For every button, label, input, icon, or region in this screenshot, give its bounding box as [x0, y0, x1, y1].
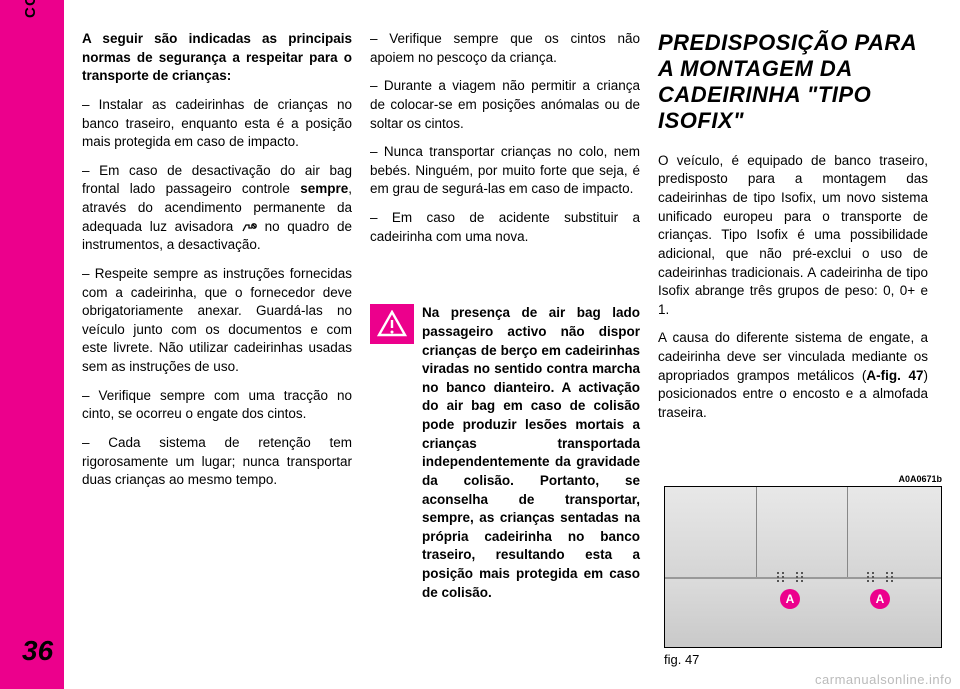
figure-code: A0A0671b: [664, 474, 942, 484]
warning-triangle-icon: [370, 304, 414, 344]
page-number: 36: [22, 635, 53, 667]
sidebar-bar: [0, 0, 64, 689]
warning-text: Na presença de air bag lado passageiro a…: [422, 304, 640, 602]
col1-intro: A seguir são indicadas as principais nor…: [82, 30, 352, 86]
seat-cushion: [665, 577, 941, 647]
seat-backrest: [665, 487, 941, 577]
col3-p2: A causa do diferente sistema de engate, …: [658, 329, 928, 422]
sidebar-label: CONHECIMENTO DO VEÍCULO: [22, 0, 39, 18]
isofix-clip-icon: [775, 570, 805, 584]
col1-p1: – Instalar as cadeirinhas de crianças no…: [82, 96, 352, 152]
col2-p2: – Durante a viagem não permitir a crianç…: [370, 77, 640, 133]
col1-p3: – Respeite sempre as instruções fornecid…: [82, 265, 352, 377]
column-2: – Verifique sempre que os cintos não apo…: [370, 30, 640, 602]
col1-p4: – Verifique sempre com uma tracção no ci…: [82, 387, 352, 424]
seat-seam: [847, 487, 848, 577]
seat-seam: [756, 487, 757, 577]
col3-heading: PREDISPOSIÇÃO PARA A MONTAGEM DA CADEIRI…: [658, 30, 928, 134]
figure-47: A0A0671b A A fig. 47: [664, 474, 942, 667]
col2-p1: – Verifique sempre que os cintos não apo…: [370, 30, 640, 67]
column-1: A seguir são indicadas as principais nor…: [82, 30, 352, 602]
col3-p2-bold: A-fig. 47: [866, 368, 923, 383]
warning-box: Na presença de air bag lado passageiro a…: [370, 304, 640, 602]
col2-p3: – Nunca transportar crianças no colo, ne…: [370, 143, 640, 199]
col1-p5: – Cada sistema de retenção tem rigorosam…: [82, 434, 352, 490]
watermark: carmanualsonline.info: [815, 672, 952, 687]
airbag-off-icon: [241, 221, 257, 233]
figure-caption: fig. 47: [664, 652, 942, 667]
isofix-clip-icon: [865, 570, 895, 584]
col1-p2: – Em caso de desactivação do air bag fro…: [82, 162, 352, 255]
figure-image: A A: [664, 486, 942, 648]
col1-p2-bold: sempre: [300, 181, 348, 196]
col3-p1: O veículo, é equipado de banco traseiro,…: [658, 152, 928, 320]
col2-p4: – Em caso de acidente substituir a cadei…: [370, 209, 640, 246]
